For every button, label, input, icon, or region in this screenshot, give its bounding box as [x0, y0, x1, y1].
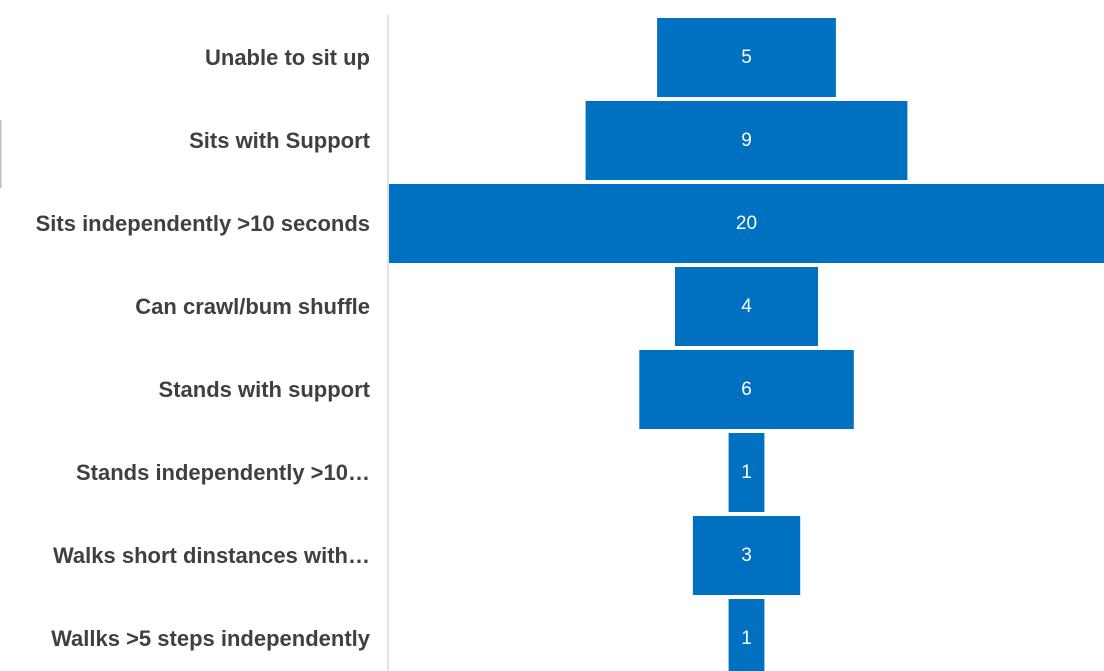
category-label: Wallks >5 steps independently — [51, 626, 371, 651]
bar — [692, 516, 801, 595]
data-label: 5 — [741, 47, 752, 68]
category-label: Stands independently >10… — [76, 460, 370, 485]
data-label: 6 — [741, 379, 752, 400]
category-labels: Unable to sit up Sits with Support Sits in… — [36, 45, 371, 651]
data-label: 4 — [741, 296, 752, 317]
bar — [585, 101, 908, 180]
data-labels: 5 9 20 4 6 1 3 1 — [736, 47, 757, 649]
category-label: Sits independently >10 seconds — [36, 211, 370, 236]
category-label: Can crawl/bum shuffle — [135, 294, 370, 319]
bar — [728, 599, 765, 671]
category-label: Unable to sit up — [205, 45, 370, 70]
data-label: 1 — [741, 462, 752, 483]
data-label: 1 — [741, 628, 752, 649]
bar — [639, 350, 854, 429]
category-label: Stands with support — [159, 377, 371, 402]
data-label: 9 — [741, 130, 752, 151]
category-label: Sits with Support — [189, 128, 371, 153]
bar — [675, 267, 818, 346]
bar — [389, 184, 1104, 263]
category-label: Walks short dinstances with… — [53, 543, 370, 568]
bar — [657, 18, 836, 97]
data-label: 20 — [736, 213, 757, 234]
bar — [728, 433, 765, 512]
bars — [389, 18, 1104, 671]
data-label: 3 — [741, 545, 752, 566]
